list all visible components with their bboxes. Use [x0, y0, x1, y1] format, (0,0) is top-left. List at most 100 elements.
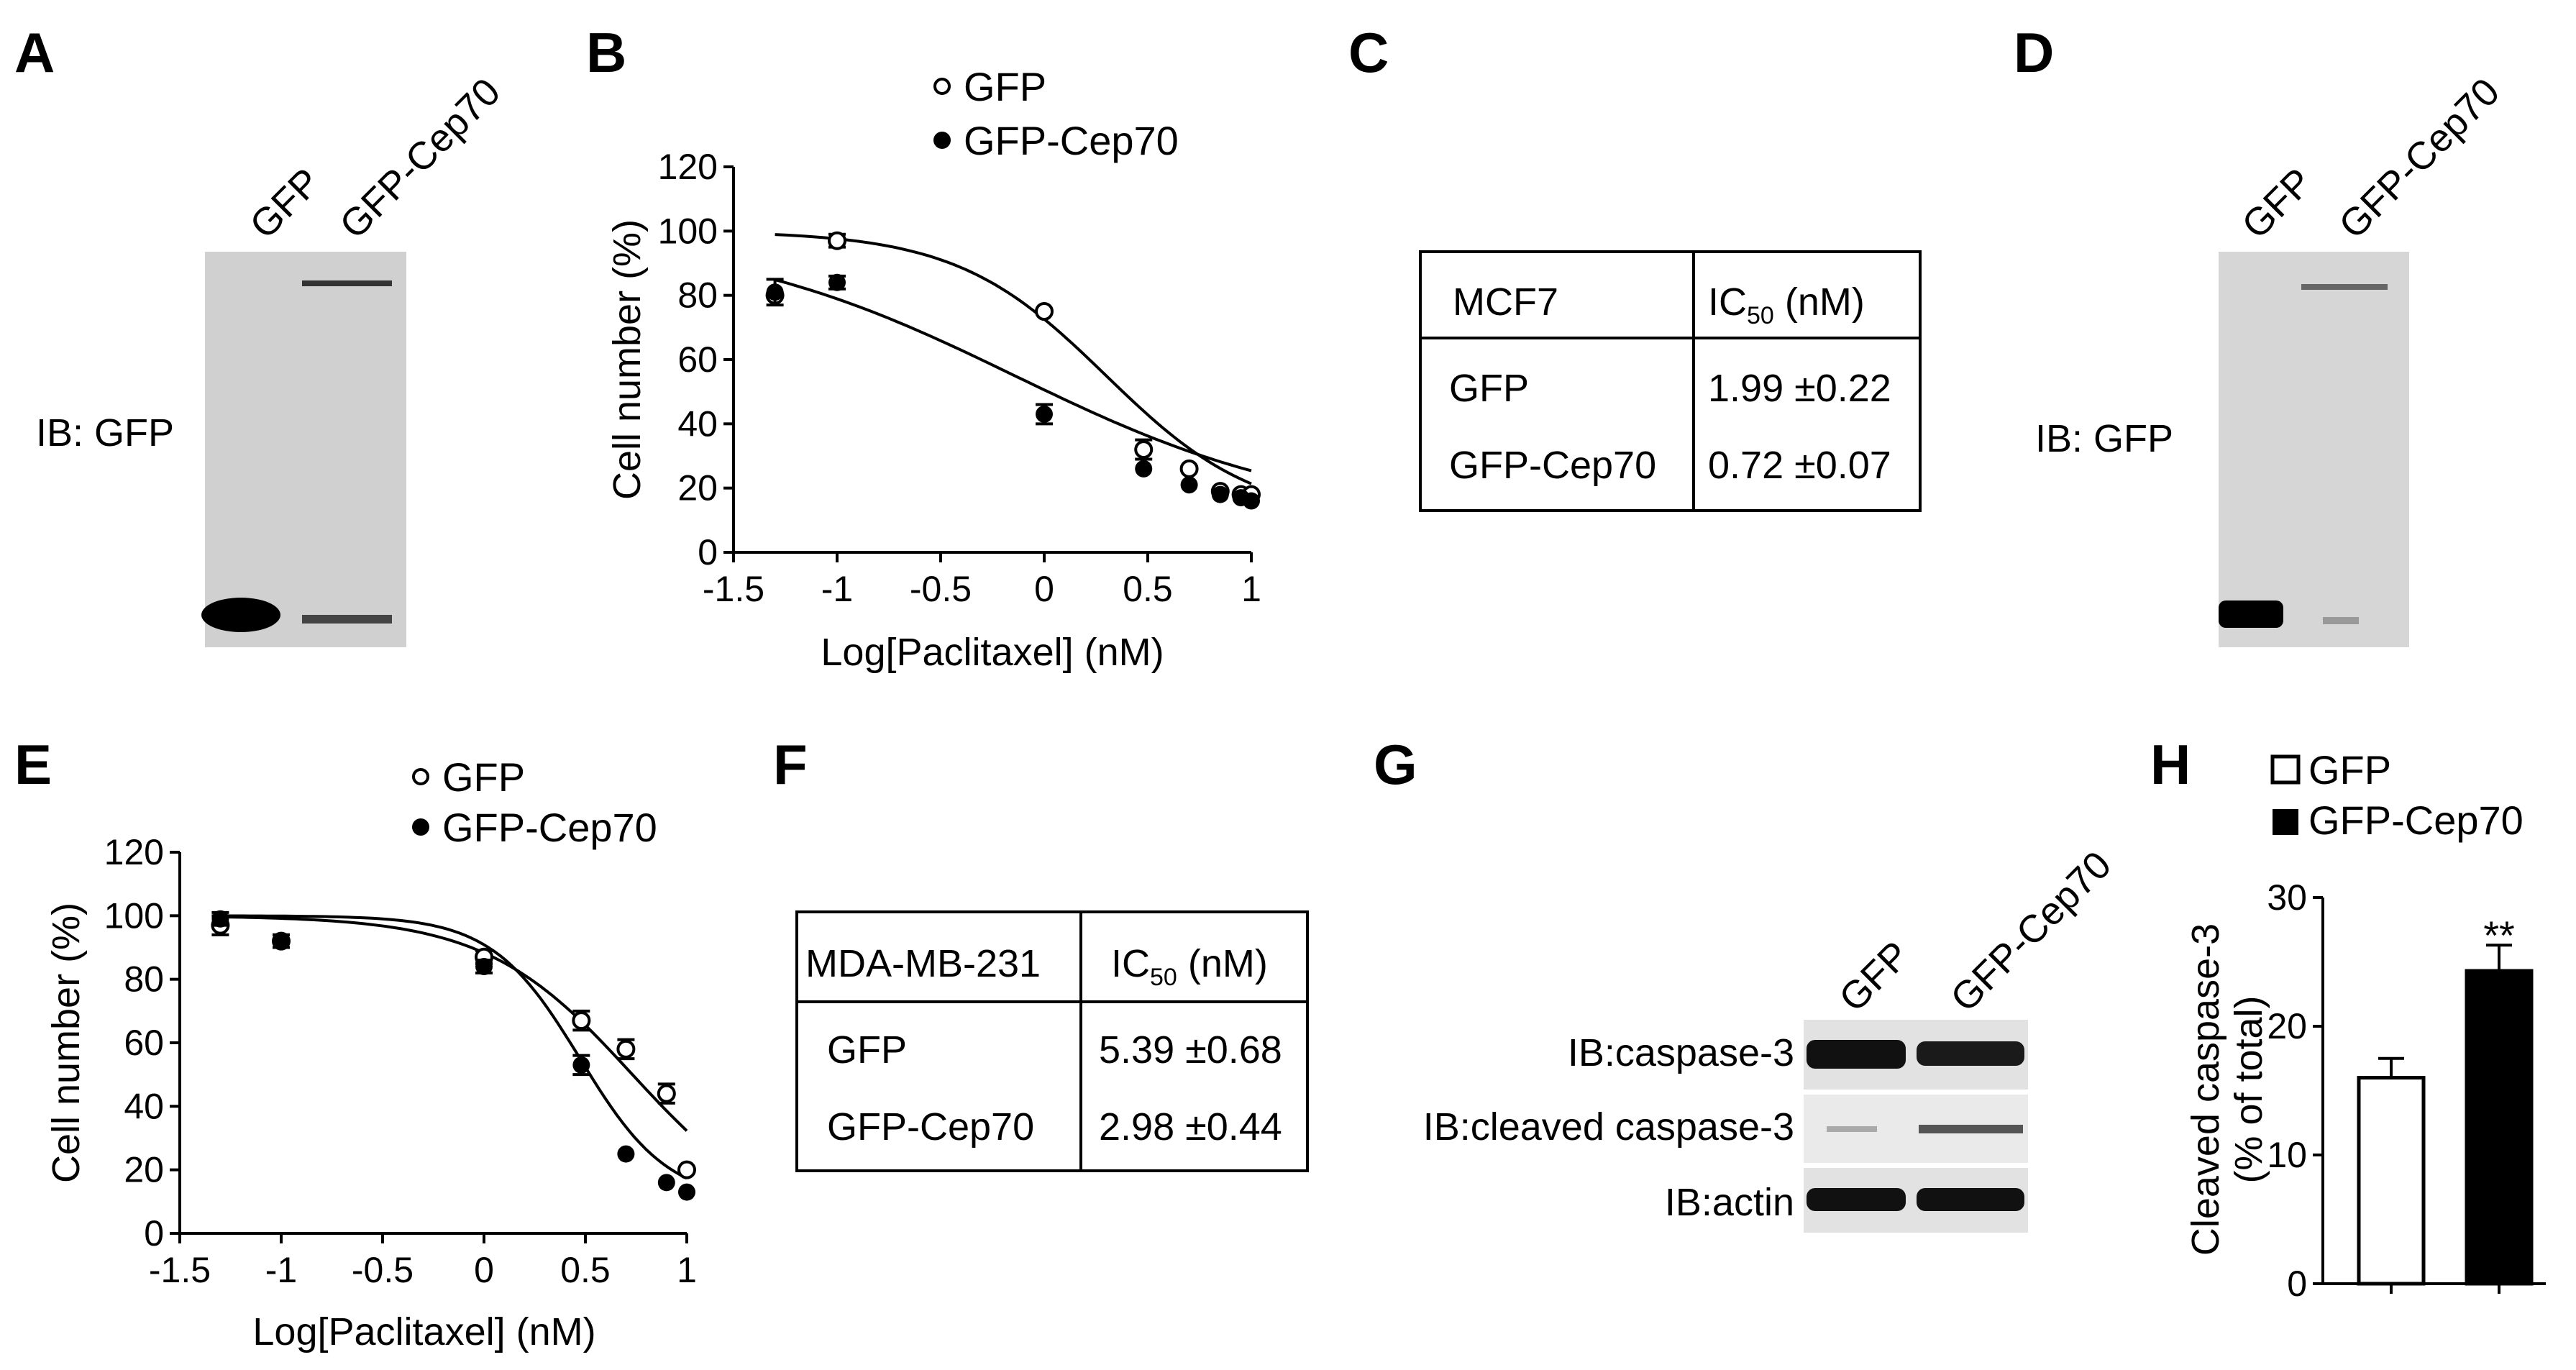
b-xtick-label: -1 [821, 569, 853, 609]
e-fit-curve-gfp-cep70 [220, 914, 688, 1180]
panel-e-curves [220, 914, 688, 1180]
e-point-gfp-cep70 [572, 1056, 590, 1074]
panel-a-label: A [14, 21, 55, 84]
panel-c-label: C [1348, 21, 1389, 84]
panel-d-ib-label: IB: GFP [2035, 417, 2173, 460]
panel-a: A GFP GFP-Cep70 IB: GFP [14, 21, 508, 647]
panel-f-label: F [773, 733, 808, 796]
panel-e-ylabel: Cell number (%) [45, 903, 88, 1183]
panel-h-label: H [2150, 733, 2191, 796]
panel-e-x-ticks: -1.5 -1 -0.5 0 0.5 1 [149, 1233, 697, 1290]
e-point-gfp-cep70 [657, 1174, 675, 1192]
b-ytick-label: 40 [677, 403, 718, 444]
panel-d-blot [2219, 252, 2409, 647]
e-xtick-label: 0.5 [560, 1250, 611, 1290]
panel-d-band-gfp [2219, 600, 2283, 628]
panel-g-ib-cleaved: IB:cleaved caspase-3 [1423, 1105, 1794, 1148]
h-bar-gfp-cep70 [2465, 969, 2534, 1286]
panel-d-lane-gfp: GFP [2234, 160, 2321, 247]
panel-h: H GFP GFP-Cep70 0 10 20 30 Cleaved caspase-… [2150, 733, 2546, 1304]
panel-c-row2-name: GFP-Cep70 [1449, 444, 1656, 487]
panel-f-row1-name: GFP [827, 1028, 907, 1072]
b-point-gfp-cep70 [1180, 476, 1198, 494]
panel-e-points [211, 910, 696, 1201]
e-point-gfp-cep70 [273, 932, 290, 950]
panel-g-band-cleaved-gfp [1827, 1126, 1877, 1132]
panel-a-lane-gfp-cep70: GFP-Cep70 [332, 70, 508, 247]
panel-b-points [765, 231, 1261, 510]
panel-b-label: B [586, 21, 626, 84]
panel-c-header-ic50: IC50 (nM) [1708, 280, 1865, 329]
e-xtick-label: 1 [677, 1250, 697, 1290]
e-xtick-label: 0 [474, 1250, 494, 1290]
e-ytick-label: 100 [104, 895, 164, 936]
b-fit-curve-gfp [775, 233, 1252, 485]
panel-g-lane-gfp: GFP [1831, 933, 1918, 1020]
b-fit-curve-gfp-cep70 [775, 278, 1252, 472]
panel-f-row2-value: 2.98 ±0.44 [1099, 1105, 1282, 1148]
panel-c: C MCF7 IC50 (nM) GFP 1.99 ±0.22 GFP-Cep7… [1348, 21, 1922, 512]
panel-c-header-cell: MCF7 [1453, 280, 1558, 324]
panel-h-y-ticks: 0 10 20 30 [2267, 877, 2323, 1304]
b-ytick-label: 100 [658, 211, 718, 251]
e-ytick-label: 80 [124, 959, 164, 1000]
panel-b-curves [775, 233, 1252, 485]
panel-a-band-gfp [201, 598, 280, 632]
panel-f-row1-value: 5.39 ±0.68 [1099, 1028, 1282, 1072]
b-xtick-label: -1.5 [703, 569, 764, 609]
panel-g-band-actin-gfp [1807, 1188, 1906, 1211]
panel-b-legend-cep70-marker [933, 132, 951, 149]
panel-f-table-border [795, 910, 1309, 1172]
panel-f-header-cell: MDA-MB-231 [805, 942, 1041, 985]
b-ytick-label: 60 [677, 339, 718, 380]
e-xtick-label: -1.5 [149, 1250, 211, 1290]
panel-d-lane-gfp-cep70: GFP-Cep70 [2331, 70, 2508, 247]
panel-b: B GFP GFP-Cep70 0 20 40 60 80 100 120 -1.5 -1 -0… [586, 21, 1261, 674]
panel-g-band-caspase3-gfp [1807, 1040, 1906, 1069]
b-point-gfp-cep70 [1211, 485, 1229, 503]
b-point-gfp [1134, 440, 1154, 460]
panel-c-table-border [1419, 250, 1922, 512]
panel-h-ylabel-2: (% of total) [2227, 995, 2270, 1183]
panel-b-ylabel: Cell number (%) [606, 219, 649, 500]
panel-e-legend-gfp: GFP [442, 754, 525, 800]
b-xtick-label: 0 [1034, 569, 1054, 609]
e-point-gfp-cep70 [211, 910, 229, 928]
panel-b-x-ticks: -1.5 -1 -0.5 0 0.5 1 [703, 552, 1261, 609]
panel-c-row1-value: 1.99 ±0.22 [1708, 367, 1891, 410]
panel-g-band-caspase3-cep70 [1917, 1041, 2024, 1066]
b-xtick-label: -0.5 [910, 569, 972, 609]
panel-b-legend-cep70: GFP-Cep70 [964, 118, 1179, 163]
b-point-gfp [828, 231, 846, 250]
e-xtick-label: -1 [265, 1250, 297, 1290]
h-bar-gfp [2357, 1076, 2426, 1286]
panel-g: G GFP GFP-Cep70 IB:caspase-3 IB:cleaved … [1374, 733, 2119, 1233]
panel-b-legend-gfp-marker [933, 78, 951, 95]
panel-g-ib-caspase3: IB:caspase-3 [1568, 1031, 1794, 1074]
h-ytick-label: 0 [2287, 1264, 2307, 1304]
panel-f: F MDA-MB-231 IC50 (nM) GFP 5.39 ±0.68 GF… [773, 733, 1309, 1172]
panel-f-header-ic50: IC50 (nM) [1111, 942, 1268, 991]
panel-c-row1-name: GFP [1449, 367, 1529, 410]
b-xtick-label: 0.5 [1123, 569, 1173, 609]
panel-g-band-actin-cep70 [1917, 1188, 2024, 1211]
b-ytick-label: 0 [698, 532, 718, 572]
e-point-gfp-cep70 [617, 1145, 635, 1163]
e-ytick-label: 20 [124, 1150, 164, 1190]
b-point-gfp-cep70 [766, 283, 784, 301]
b-ytick-label: 20 [677, 468, 718, 508]
b-xtick-label: 1 [1241, 569, 1261, 609]
b-ytick-label: 80 [677, 275, 718, 316]
b-point-gfp-cep70 [1135, 460, 1153, 478]
b-point-gfp-cep70 [1243, 492, 1260, 510]
panel-d-band-gfp-cep70-low [2323, 617, 2359, 624]
panel-d: D GFP GFP-Cep70 IB: GFP [2014, 21, 2508, 647]
e-point-gfp [657, 1084, 676, 1103]
panel-h-legend-cep70-swatch [2273, 809, 2298, 835]
e-ytick-label: 120 [104, 832, 164, 872]
b-ytick-label: 120 [658, 147, 718, 187]
panel-f-row2-name: GFP-Cep70 [827, 1105, 1034, 1148]
e-point-gfp-cep70 [475, 958, 493, 975]
e-xtick-label: -0.5 [352, 1250, 414, 1290]
